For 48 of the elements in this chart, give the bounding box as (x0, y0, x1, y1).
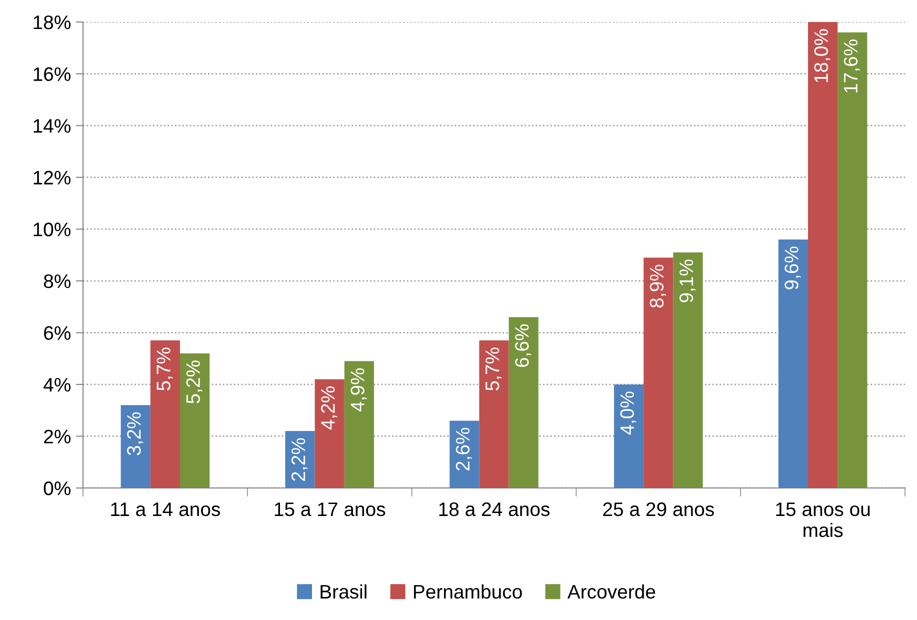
data-label: 6,6% (515, 324, 532, 367)
bar (285, 431, 315, 488)
y-tick-label: 4% (44, 378, 71, 392)
data-label: 5,7% (156, 348, 173, 390)
y-tick-label: 6% (44, 326, 71, 340)
bar (508, 317, 538, 488)
bar (673, 252, 703, 488)
y-tick-label: 2% (44, 430, 71, 444)
bar (180, 353, 210, 488)
bar (150, 340, 180, 488)
data-label: 18,0% (814, 29, 830, 82)
bar (344, 361, 374, 488)
data-label: 9,6% (784, 246, 801, 290)
data-label: 3,2% (127, 412, 144, 456)
y-tick-label: 14% (34, 119, 71, 133)
y-tick-label: 0% (44, 481, 71, 496)
data-label: 17,6% (844, 40, 860, 92)
x-tick-label: 25 a 29 anos (603, 502, 714, 516)
bar (120, 405, 150, 488)
x-tick-label: 15 anos ou mais (776, 502, 870, 538)
bar (838, 32, 868, 488)
y-tick-label: 16% (34, 67, 71, 82)
data-label: 9,1% (679, 260, 696, 302)
bar (314, 379, 344, 488)
data-label: 8,9% (650, 264, 666, 308)
y-tick-label: 18% (34, 15, 71, 30)
bar (450, 420, 480, 488)
y-tick-label: 10% (34, 222, 71, 236)
data-label: 4,9% (350, 368, 367, 412)
x-tick-label: 18 a 24 anos (439, 502, 550, 516)
data-label: 4,2% (321, 386, 338, 430)
bar (644, 258, 674, 488)
bar (808, 22, 838, 488)
bar (614, 384, 644, 488)
legend-label: Brasil (320, 584, 366, 599)
x-tick-label: 15 a 17 anos (274, 502, 386, 516)
data-label: 5,7% (486, 348, 502, 390)
legend-label: Pernambuco (414, 584, 522, 599)
y-tick-label: 8% (44, 274, 71, 288)
data-label: 4,0% (620, 392, 636, 435)
data-label: 5,2% (186, 360, 202, 404)
x-tick-label: 11 a 14 anos (111, 502, 220, 516)
bar (778, 239, 808, 488)
y-tick-label: 12% (34, 170, 71, 184)
legend-label: Arcoverde (567, 584, 656, 599)
data-label: 2,6% (456, 428, 472, 470)
bar (479, 340, 509, 488)
data-label: 2,2% (291, 438, 308, 481)
